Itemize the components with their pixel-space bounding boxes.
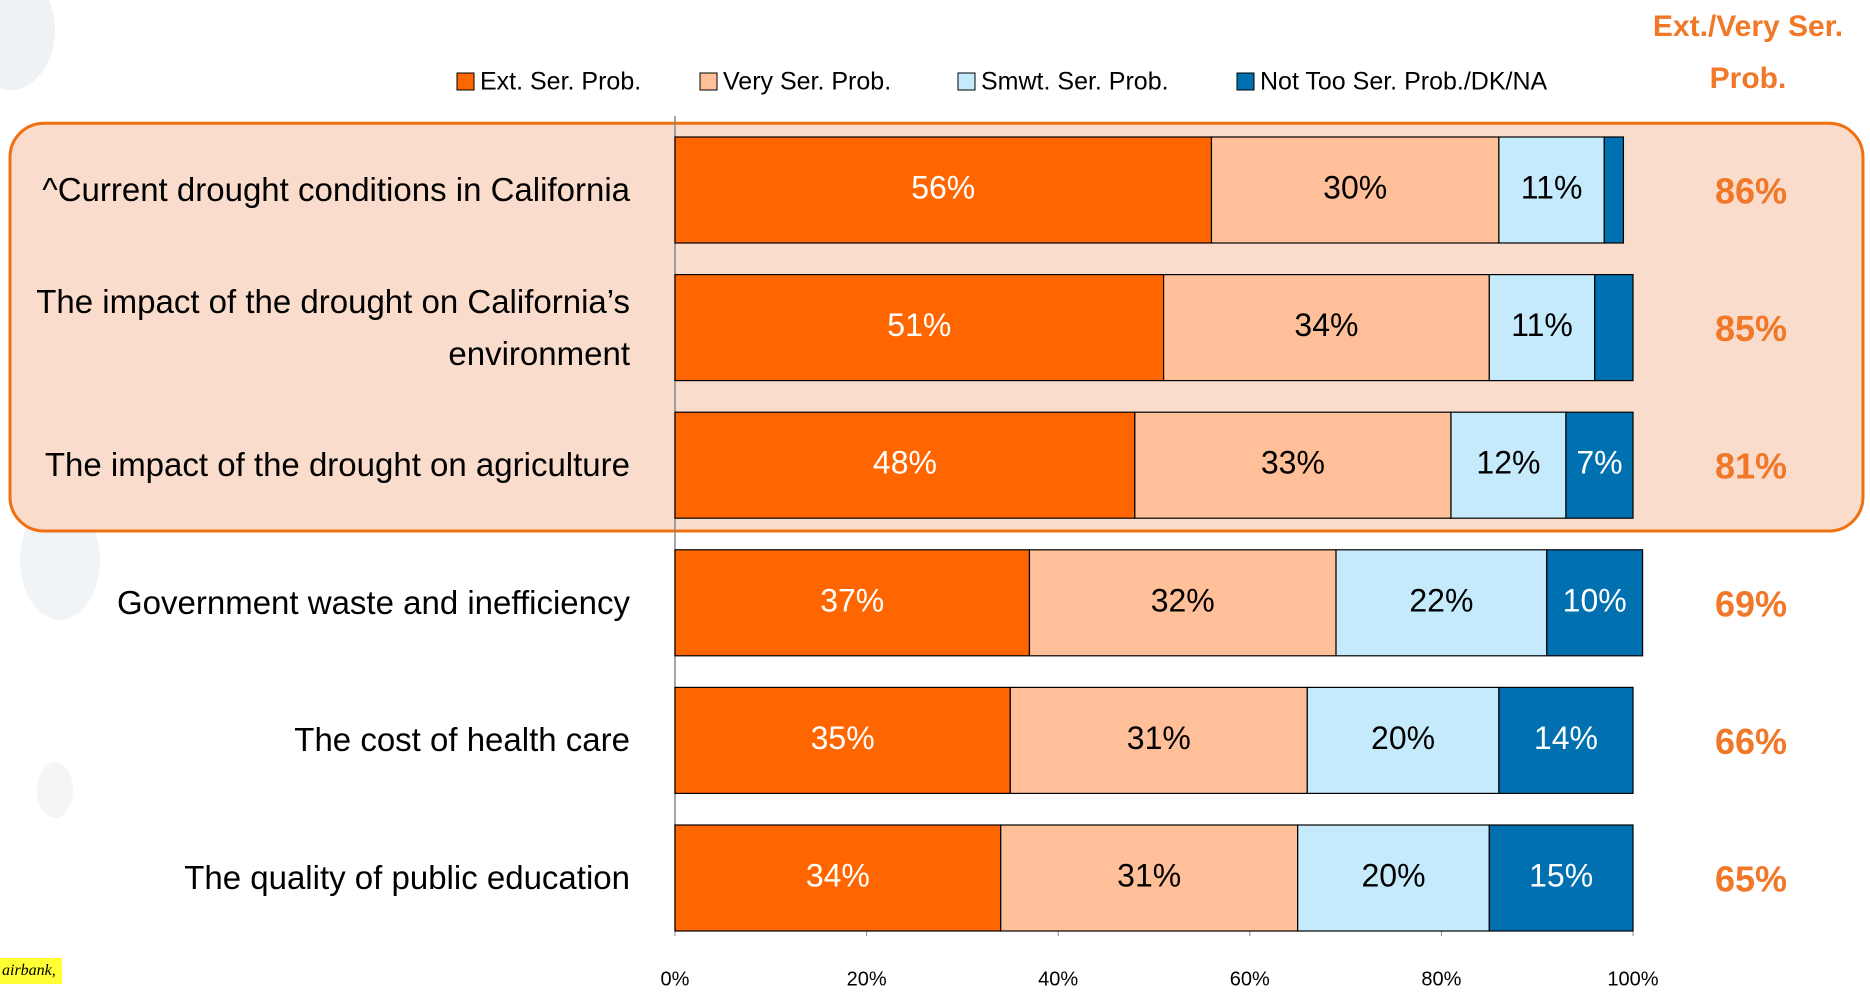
legend-label: Ext. Ser. Prob. bbox=[480, 68, 641, 96]
value-label: 35% bbox=[811, 720, 875, 756]
net-title-text: Ext./Very Ser.Prob. bbox=[1653, 10, 1843, 95]
decoration bbox=[0, 0, 55, 90]
legend-swatch bbox=[700, 73, 717, 90]
legend-swatch bbox=[958, 73, 975, 90]
x-tick-label: 0% bbox=[661, 968, 690, 990]
value-label: 15% bbox=[1529, 857, 1593, 893]
footnote: airbank, bbox=[0, 958, 62, 984]
category-label: The impact of the drought on California’… bbox=[30, 276, 630, 380]
x-tick-label: 100% bbox=[1607, 968, 1658, 990]
value-label: 11% bbox=[1511, 307, 1573, 343]
value-label: 20% bbox=[1361, 857, 1425, 893]
page: Ext. Ser. Prob. Very Ser. Prob. Smwt. Ser.… bbox=[0, 0, 1870, 992]
value-label: 33% bbox=[1261, 445, 1325, 481]
value-label: 31% bbox=[1127, 720, 1191, 756]
value-label: 37% bbox=[820, 582, 884, 618]
value-label: 56% bbox=[911, 169, 975, 205]
x-tick-label: 20% bbox=[847, 968, 887, 990]
legend-label: Not Too Ser. Prob./DK/NA bbox=[1260, 68, 1547, 96]
value-label: 32% bbox=[1151, 582, 1215, 618]
chart: Ext. Ser. Prob. Very Ser. Prob. Smwt. Ser.… bbox=[0, 0, 1870, 992]
value-label: 14% bbox=[1534, 720, 1598, 756]
value-label: 51% bbox=[887, 307, 951, 343]
value-label: 10% bbox=[1563, 582, 1627, 618]
bar-segment bbox=[1595, 275, 1633, 381]
category-label: The quality of public education bbox=[30, 852, 630, 904]
value-label: 7% bbox=[1576, 445, 1622, 481]
net-value: 69% bbox=[1715, 583, 1787, 624]
x-tick-label: 80% bbox=[1421, 968, 1461, 990]
legend-label: Very Ser. Prob. bbox=[723, 68, 891, 96]
legend-label: Smwt. Ser. Prob. bbox=[981, 68, 1169, 96]
value-label: 22% bbox=[1409, 582, 1473, 618]
legend-swatch bbox=[457, 73, 474, 90]
net-value: 81% bbox=[1715, 446, 1787, 487]
net-title: Ext./Very Ser.Prob. bbox=[1653, 10, 1843, 95]
value-label: 30% bbox=[1323, 169, 1387, 205]
legend-swatch bbox=[1237, 73, 1254, 90]
category-label: The impact of the drought on agriculture bbox=[30, 439, 630, 491]
bar-segment bbox=[1604, 137, 1623, 243]
category-label: The cost of health care bbox=[30, 714, 630, 766]
net-value: 66% bbox=[1715, 721, 1787, 762]
value-label: 34% bbox=[806, 857, 870, 893]
value-label: 48% bbox=[873, 445, 937, 481]
x-tick-label: 60% bbox=[1230, 968, 1270, 990]
net-value: 85% bbox=[1715, 308, 1787, 349]
category-label: ^Current drought conditions in Californi… bbox=[30, 164, 630, 216]
decoration bbox=[37, 762, 73, 818]
value-label: 31% bbox=[1117, 857, 1181, 893]
net-value: 65% bbox=[1715, 859, 1787, 900]
category-label: Government waste and inefficiency bbox=[30, 577, 630, 629]
value-label: 34% bbox=[1294, 307, 1358, 343]
value-label: 20% bbox=[1371, 720, 1435, 756]
net-value: 86% bbox=[1715, 171, 1787, 212]
value-label: 11% bbox=[1521, 169, 1583, 205]
x-tick-label: 40% bbox=[1038, 968, 1078, 990]
value-label: 12% bbox=[1476, 445, 1540, 481]
